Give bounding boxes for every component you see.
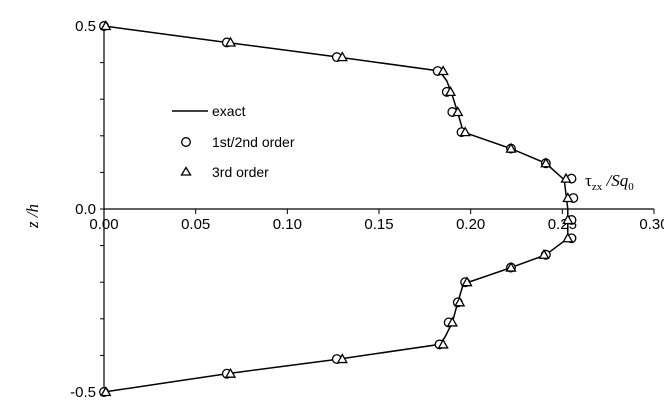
point-third-order [454,296,466,307]
point-third-order [562,232,574,243]
point-third-order [336,353,348,364]
x-tick-label: 0.05 [181,216,210,233]
point-third-order [336,51,348,62]
point-third-order [562,214,574,225]
point-third-order [100,386,112,397]
legend-triangle-marker [180,166,192,176]
point-third-order [560,172,572,183]
point-third-order [224,36,237,47]
x-tick-label: 0.15 [364,216,393,233]
legend-circle-marker [181,137,191,147]
x-axis-label: τzx /Sq0 [585,171,634,193]
point-third-order [505,261,517,272]
axes: 0.000.050.100.150.200.250.300.50.0-0.5 [70,18,664,401]
legend: exact 1st/2nd order 3rd order [172,103,295,180]
point-third-order [437,338,449,349]
point-third-order [444,86,457,97]
legend-circle-label: 1st/2nd order [212,134,295,150]
x-tick-label: 0.20 [456,216,485,233]
point-third-order [461,276,473,287]
y-tick-label: -0.5 [70,384,96,401]
legend-triangle-label: 3rd order [212,164,269,180]
x-tick-label: 0.00 [89,216,118,233]
point-third-order [538,248,550,259]
x-axis-label-sub: zx [592,181,603,193]
legend-exact-label: exact [212,103,246,119]
point-third-order [505,142,517,153]
point-third-order [446,316,458,327]
y-axis-label: z /h [23,204,42,229]
x-tick-label: 0.30 [639,216,664,233]
point-third-order [562,192,574,203]
point-third-order [224,367,237,378]
point-third-order [540,157,552,168]
y-tick-label: 0.0 [75,201,96,218]
x-axis-label-sub2: 0 [628,181,634,193]
y-tick-label: 0.5 [75,18,96,35]
point-third-order [100,20,112,31]
point-third-order [452,106,464,117]
series-layer [99,20,579,397]
x-tick-label: 0.10 [273,216,302,233]
point-third-order [437,65,449,76]
x-axis-label-main: τ [585,171,592,190]
x-axis-label-rest: /Sq [602,171,628,190]
point-third-order [459,126,471,137]
